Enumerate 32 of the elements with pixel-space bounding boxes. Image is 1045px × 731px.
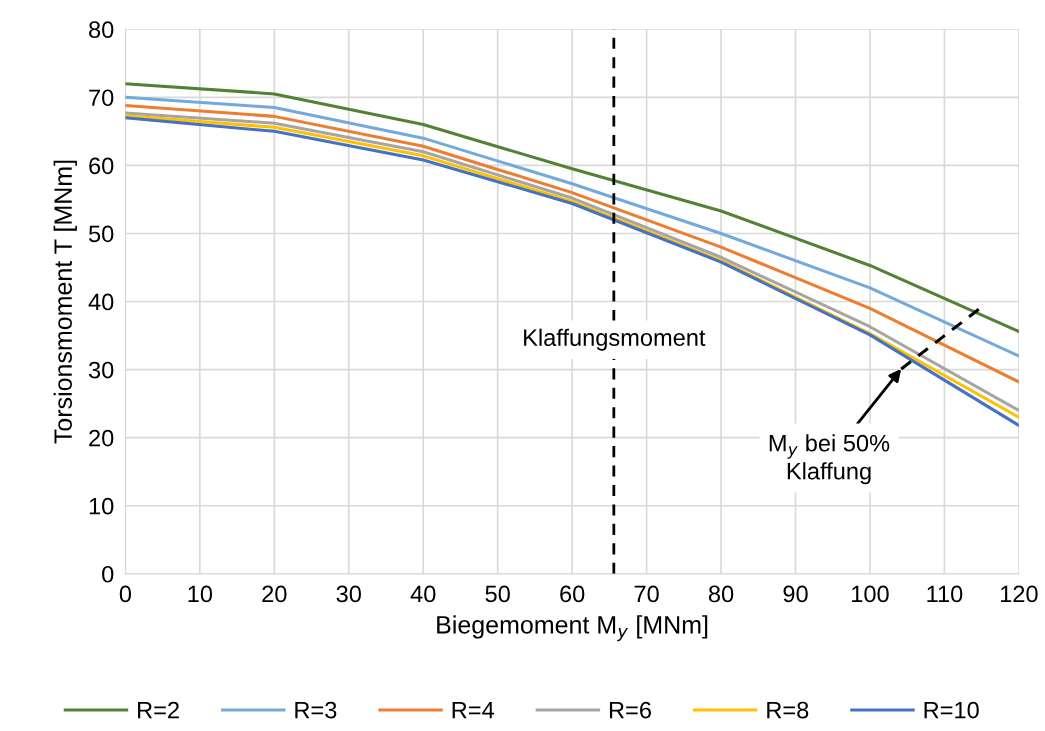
y-tick-label: 40	[88, 293, 114, 311]
y-tick-label: 50	[88, 225, 114, 243]
y-tick-label: 60	[89, 157, 114, 175]
y-tick-label: 80	[89, 21, 114, 39]
y-tick-label: 30	[88, 361, 114, 379]
x-tick-label: 100	[852, 585, 889, 603]
x-tick-label: 90	[783, 585, 808, 603]
x-tick-label: 0	[119, 585, 132, 603]
y-tick-label: 70	[89, 89, 114, 107]
x-tick-label: 110	[927, 585, 963, 603]
legend-label: R=6	[609, 701, 651, 719]
legend-label: R=3	[295, 701, 337, 719]
y-tick-label: 20	[89, 429, 114, 447]
x-tick-label: 20	[262, 585, 287, 603]
x-axis-title: Biegemoment M$_{y}$ [MNm]	[437, 615, 708, 642]
y-tick-label: 0	[102, 565, 114, 583]
x-tick-label: 50	[485, 585, 510, 603]
x-tick-label: 60	[560, 585, 585, 603]
x-tick-label: 70	[634, 585, 659, 603]
legend-label: R=8	[767, 701, 809, 719]
legend-label: R=10	[924, 701, 979, 719]
annotation: M$_{y}$ bei 50% Klaffung	[769, 434, 890, 485]
legend-label: R=4	[452, 701, 494, 719]
x-tick-label: 10	[188, 585, 213, 603]
x-tick-label: 120	[1000, 585, 1038, 603]
y-axis-title: Torsionsmoment T [MNm]	[53, 160, 77, 444]
x-tick-label: 40	[410, 585, 436, 603]
legend-label: R=2	[138, 701, 179, 719]
x-tick-label: 30	[336, 585, 361, 603]
ref-line-label: Klaffungsmoment	[524, 328, 706, 351]
y-tick-label: 10	[89, 497, 114, 515]
x-tick-label: 80	[708, 585, 734, 603]
